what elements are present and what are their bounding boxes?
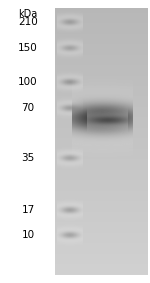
Bar (0, 0, 150, 8)
Text: 150: 150 (18, 43, 38, 53)
Text: 10: 10 (21, 230, 34, 240)
Text: 70: 70 (21, 103, 34, 113)
Bar (148, 0, 150, 283)
Text: 210: 210 (18, 17, 38, 27)
Text: kDa: kDa (18, 9, 38, 19)
Text: 17: 17 (21, 205, 35, 215)
Text: 35: 35 (21, 153, 35, 163)
Text: 100: 100 (18, 77, 38, 87)
Bar (0, 275, 150, 283)
Bar (0, 0, 55, 283)
